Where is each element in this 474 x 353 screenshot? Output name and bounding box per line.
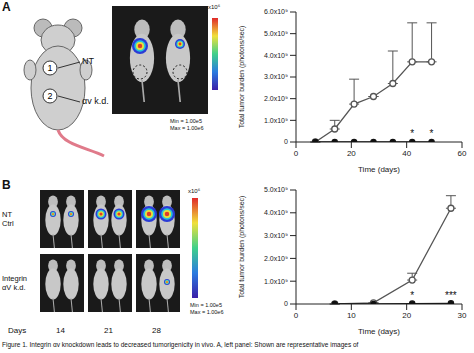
svg-text:2.0x10⁹: 2.0x10⁹ xyxy=(264,95,288,102)
html-text:αV k.d.: αV k.d. xyxy=(2,283,26,292)
svg-text:*: * xyxy=(430,128,434,139)
html-text:14: 14 xyxy=(56,326,65,335)
svg-text:*: * xyxy=(410,290,414,301)
svg-text:0: 0 xyxy=(294,149,299,158)
svg-text:1.0x10⁹: 1.0x10⁹ xyxy=(264,278,288,285)
svg-text:1: 1 xyxy=(47,63,52,73)
html-text:Min = 1.00e5: Min = 1.00e5 xyxy=(190,302,222,308)
html-text:B: B xyxy=(2,178,11,192)
html-text:Max = 1.00e6: Max = 1.00e6 xyxy=(190,309,224,315)
html-text:28: 28 xyxy=(152,326,161,335)
html-text:x10⁶: x10⁶ xyxy=(208,4,221,10)
html-text:Min = 1.00e5: Min = 1.00e5 xyxy=(170,118,202,124)
html-text:21: 21 xyxy=(104,326,113,335)
svg-text:10: 10 xyxy=(347,311,356,320)
svg-text:2.0x10⁹: 2.0x10⁹ xyxy=(264,255,288,262)
html-text:A: A xyxy=(2,0,11,14)
svg-text:0: 0 xyxy=(284,138,288,145)
svg-text:Total tumor burden (photons/se: Total tumor burden (photons/sec) xyxy=(238,26,246,129)
svg-text:Total tumor burden (photons/se: Total tumor burden (photons/sec) xyxy=(238,196,246,299)
svg-text:6.0x10⁹: 6.0x10⁹ xyxy=(264,8,288,15)
html-text:NT: NT xyxy=(2,210,12,219)
html-text:x10⁶: x10⁶ xyxy=(188,188,201,194)
html-text:Figure 1. Integrin αv knockdow: Figure 1. Integrin αv knockdown leads to… xyxy=(2,341,359,348)
svg-text:40: 40 xyxy=(402,149,411,158)
svg-text:20: 20 xyxy=(347,149,356,158)
svg-text:2: 2 xyxy=(47,91,52,101)
svg-text:4.0x10⁹: 4.0x10⁹ xyxy=(264,52,288,59)
svg-text:30: 30 xyxy=(458,311,467,320)
html-text:NT: NT xyxy=(82,56,94,66)
svg-text:*: * xyxy=(410,128,414,139)
svg-text:60: 60 xyxy=(458,149,467,158)
svg-text:Time (days): Time (days) xyxy=(358,327,400,336)
svg-text:***: *** xyxy=(445,290,457,301)
html-text:Integrin: Integrin xyxy=(2,274,27,283)
html-text:αv k.d.: αv k.d. xyxy=(82,96,109,106)
html-text:Max = 1.00e6: Max = 1.00e6 xyxy=(170,125,204,131)
svg-text:0: 0 xyxy=(294,311,299,320)
svg-text:5.0x10⁹: 5.0x10⁹ xyxy=(264,186,288,193)
svg-text:0: 0 xyxy=(284,300,288,307)
svg-text:4.0x10⁹: 4.0x10⁹ xyxy=(264,209,288,216)
svg-text:Time (days): Time (days) xyxy=(358,165,400,174)
svg-text:20: 20 xyxy=(402,311,411,320)
html-text:Ctrl: Ctrl xyxy=(2,219,14,228)
svg-text:5.0x10⁹: 5.0x10⁹ xyxy=(264,30,288,37)
svg-text:3.0x10⁹: 3.0x10⁹ xyxy=(264,73,288,80)
html-text:Days: Days xyxy=(8,326,27,335)
svg-text:3.0x10⁹: 3.0x10⁹ xyxy=(264,232,288,239)
svg-text:1.0x10⁹: 1.0x10⁹ xyxy=(264,117,288,124)
